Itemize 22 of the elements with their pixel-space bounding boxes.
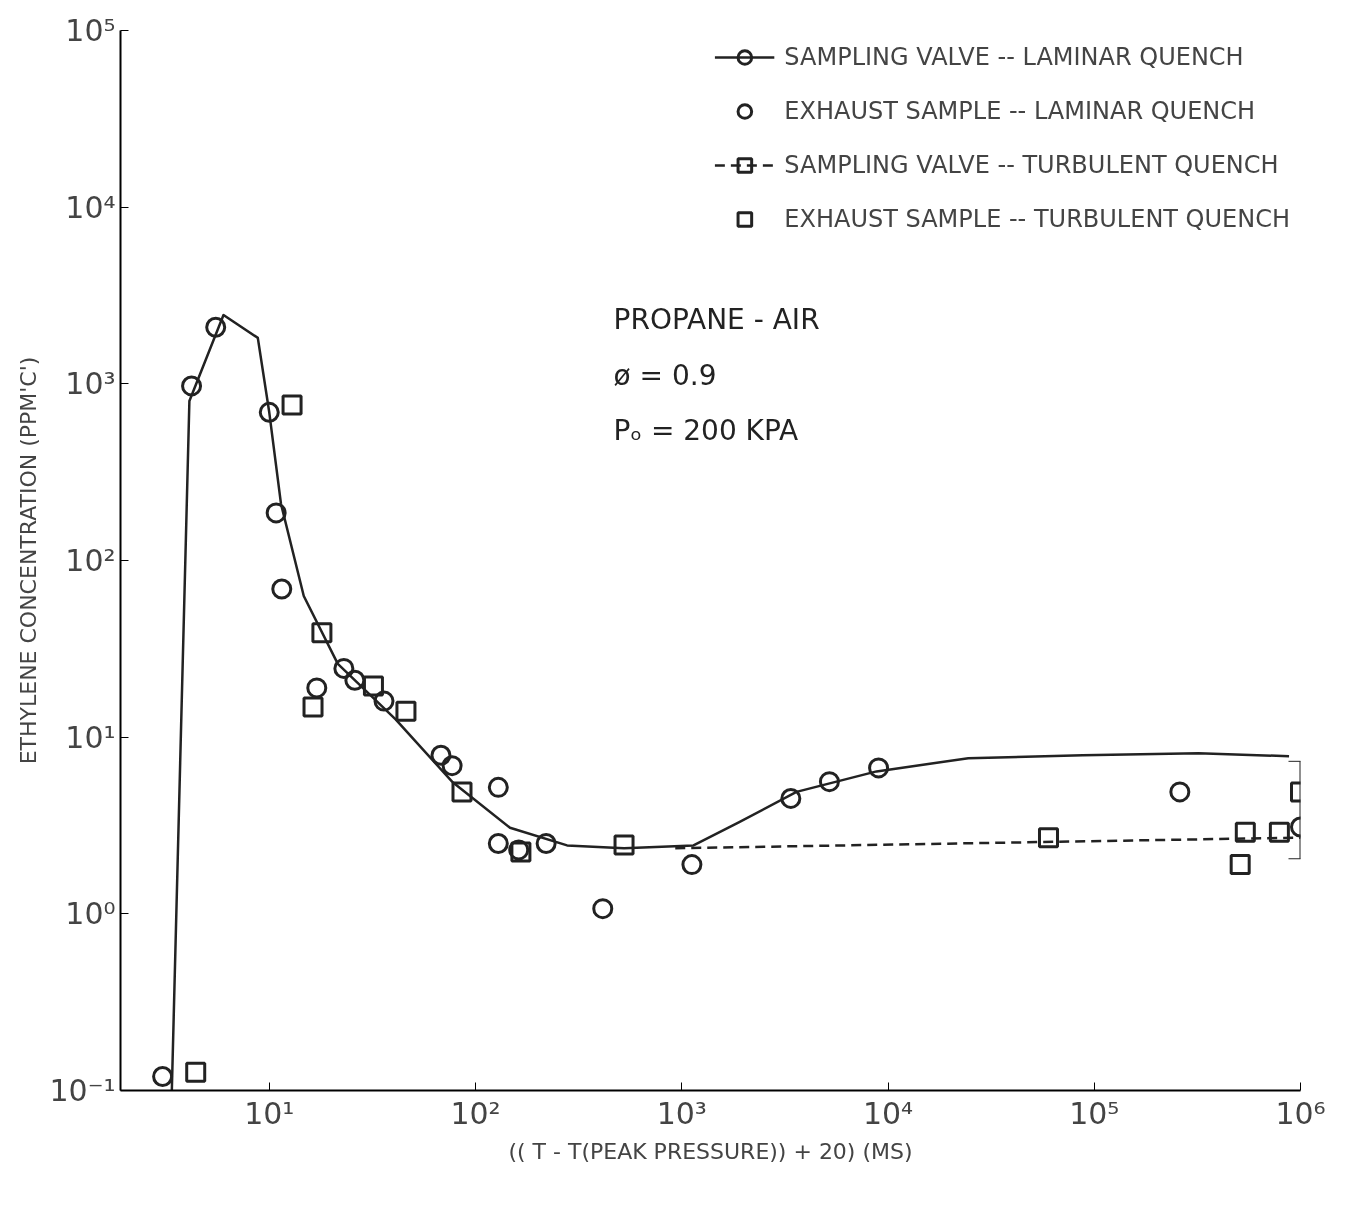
annotation: Pₒ = 200 KPA bbox=[613, 413, 799, 447]
y-tick-label: 10¹ bbox=[65, 719, 116, 755]
x-tick-label: 10² bbox=[450, 1095, 501, 1131]
y-axis-title: ETHYLENE CONCENTRATION (PPM'C') bbox=[16, 356, 42, 765]
x-tick-label: 10⁴ bbox=[862, 1095, 914, 1131]
annotation: PROPANE - AIR bbox=[613, 303, 820, 337]
x-tick-label: 10¹ bbox=[244, 1095, 295, 1131]
y-tick-label: 10⁵ bbox=[65, 13, 116, 48]
annotation: ø = 0.9 bbox=[613, 358, 717, 392]
x-tick-label: 10⁵ bbox=[1069, 1095, 1120, 1131]
y-tick-label: 10² bbox=[65, 543, 116, 578]
y-tick-label: 10⁴ bbox=[65, 189, 116, 225]
y-tick-label: 10⁻¹ bbox=[49, 1073, 116, 1108]
legend-label: EXHAUST SAMPLE -- LAMINAR QUENCH bbox=[784, 97, 1256, 125]
legend-label: SAMPLING VALVE -- LAMINAR QUENCH bbox=[784, 43, 1244, 71]
x-tick-label: 10³ bbox=[656, 1095, 707, 1131]
legend-label: SAMPLING VALVE -- TURBULENT QUENCH bbox=[784, 151, 1279, 179]
y-tick-label: 10⁰ bbox=[65, 896, 116, 932]
x-tick-label: 10⁶ bbox=[1275, 1095, 1326, 1131]
x-axis-title: (( T - T(PEAK PRESSURE)) + 20) (MS) bbox=[508, 1138, 913, 1164]
legend-label: EXHAUST SAMPLE -- TURBULENT QUENCH bbox=[784, 205, 1290, 233]
y-tick-label: 10³ bbox=[65, 366, 116, 402]
